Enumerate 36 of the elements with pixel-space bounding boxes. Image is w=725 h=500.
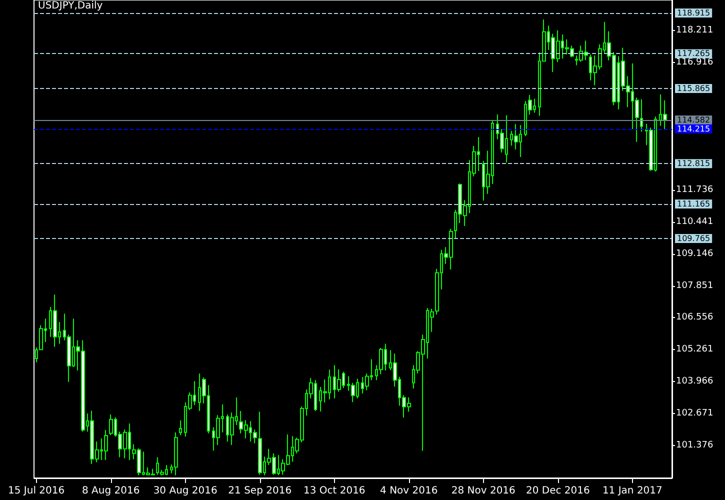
ref-line-label: 112.815 <box>677 159 710 168</box>
candlestick <box>179 420 182 436</box>
chart-title: USDJPY,Daily <box>38 0 103 12</box>
candlestick <box>109 414 113 436</box>
x-tick-label: 20 Dec 2016 <box>526 486 590 496</box>
candlestick <box>53 294 57 348</box>
candlestick <box>640 98 643 132</box>
candlestick <box>258 411 262 476</box>
y-tick-label: 109.146 <box>676 248 714 259</box>
y-tick-label: 102.671 <box>676 408 714 418</box>
y-tick-label: 103.966 <box>676 376 714 387</box>
x-tick-label: 4 Nov 2016 <box>380 486 438 496</box>
y-tick-label: 116.916 <box>676 57 714 68</box>
x-tick-label: 11 Jan 2017 <box>602 486 662 496</box>
y-tick-label: 111.736 <box>676 185 714 196</box>
ref-line-label: 114.215 <box>677 124 710 134</box>
candlestick <box>104 429 108 461</box>
y-tick-label: 110.441 <box>676 216 714 227</box>
ref-line-label: 109.765 <box>677 234 710 244</box>
ref-line-label: 114.582 <box>677 115 710 124</box>
x-tick-label: 15 Jul 2016 <box>8 486 65 496</box>
x-tick-label: 8 Aug 2016 <box>82 486 140 496</box>
ref-line-label: 117.265 <box>677 49 710 58</box>
x-tick-label: 30 Aug 2016 <box>153 486 218 496</box>
y-tick-label: 105.261 <box>676 344 714 355</box>
y-tick-label: 107.851 <box>676 280 714 291</box>
ref-line-label: 111.165 <box>677 200 710 209</box>
x-tick-label: 28 Nov 2016 <box>451 486 516 496</box>
x-tick-label: 21 Sep 2016 <box>228 486 292 496</box>
x-tick-label: 13 Oct 2016 <box>303 486 366 496</box>
ref-line-label: 118.915 <box>677 8 710 18</box>
y-tick-label: 101.376 <box>676 440 714 450</box>
candlestick <box>174 432 178 476</box>
y-tick-label: 118.211 <box>676 26 714 36</box>
y-tick-label: 106.556 <box>676 312 714 323</box>
ref-line-label: 115.865 <box>677 84 710 93</box>
